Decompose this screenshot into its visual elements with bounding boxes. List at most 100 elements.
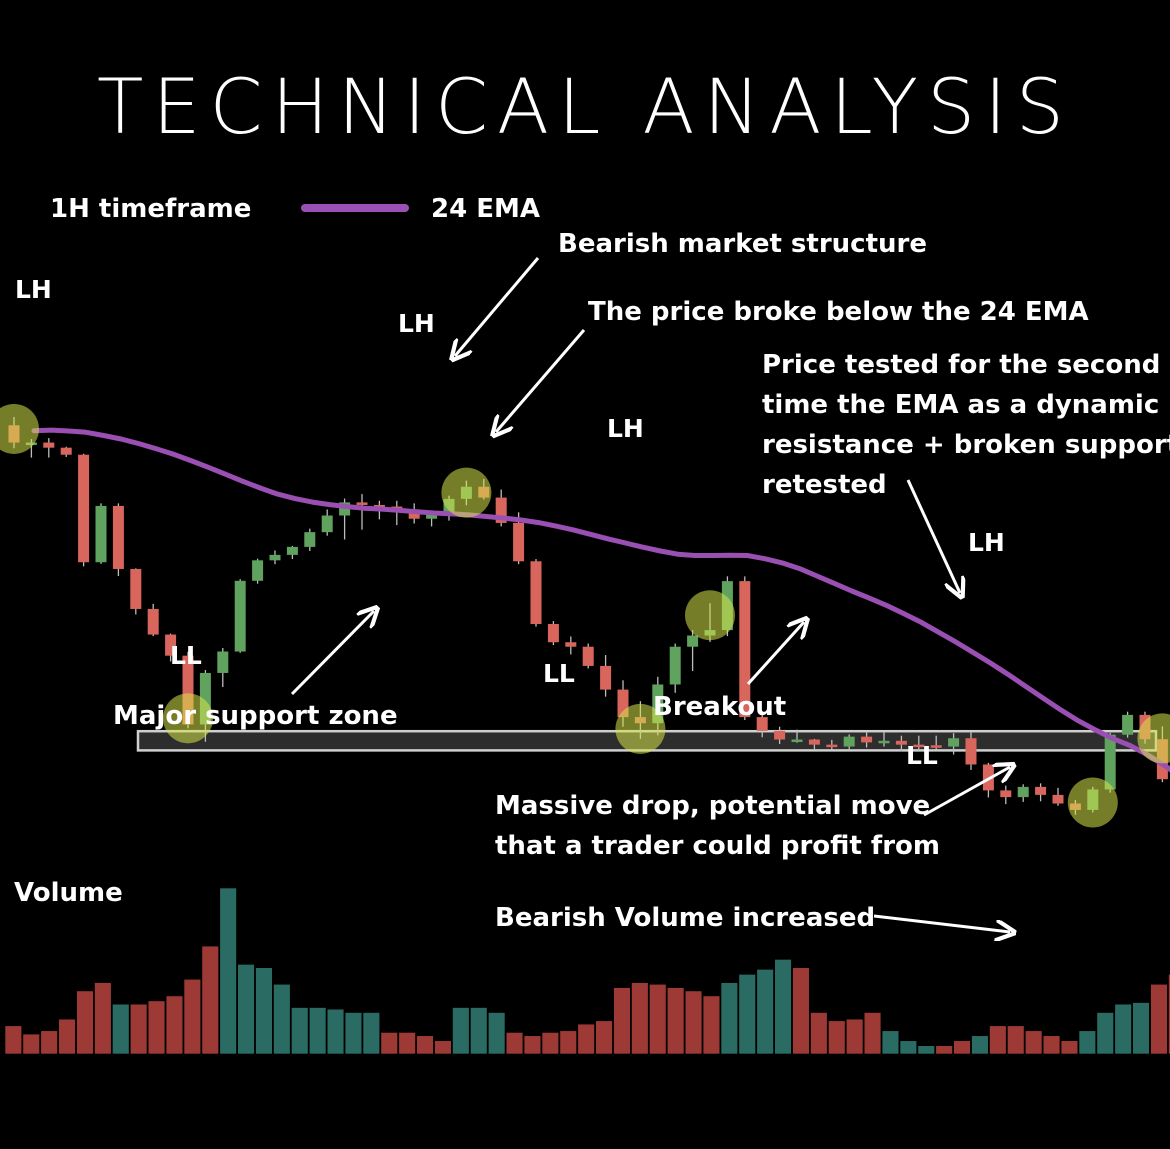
candle-body [234, 580, 246, 652]
candle-body [60, 447, 72, 455]
candle [843, 734, 855, 750]
volume-bar [702, 995, 721, 1055]
volume-bar [398, 1032, 416, 1055]
volume-bar [541, 1032, 560, 1055]
annotation-tested-4: retested [762, 470, 887, 500]
candle-body [617, 689, 629, 718]
swing-label-lh: LH [15, 275, 52, 304]
volume-bar [935, 1045, 953, 1055]
volume-bar [219, 887, 237, 1055]
candle [1122, 711, 1134, 738]
candle-body [826, 744, 838, 748]
volume-bar [470, 1007, 488, 1055]
candle-body [565, 642, 577, 647]
annotation-bearish-structure: Bearish market structure [558, 229, 927, 259]
volume-bar [989, 1025, 1007, 1055]
candle [217, 648, 229, 688]
candle-body [791, 739, 803, 743]
volume-bar [523, 1035, 542, 1055]
candle-body [304, 532, 316, 547]
candle-body [321, 515, 333, 533]
volume-bar [434, 1040, 452, 1055]
candle-body [1035, 786, 1047, 795]
candle-body [1104, 734, 1116, 790]
volume-bar [953, 1040, 971, 1055]
arrow-support-zone [290, 611, 374, 696]
candle-body [687, 635, 699, 647]
candle [930, 735, 942, 750]
timeframe-label: 1H timeframe [50, 194, 251, 224]
candle [774, 726, 786, 744]
volume-bar [845, 1018, 864, 1055]
candle-body [930, 745, 942, 748]
swing-highlight-lh [441, 467, 492, 518]
candle [861, 731, 873, 748]
candle [1052, 787, 1064, 806]
candle [304, 528, 316, 552]
candle [130, 568, 142, 615]
annotation-massive-drop-1: Massive drop, potential move [495, 791, 930, 821]
arrow-broke-below [496, 329, 586, 432]
volume-bar [1007, 1025, 1025, 1055]
volume-bar [1096, 1012, 1114, 1055]
volume-bar [4, 1025, 23, 1055]
annotation-broke-below: The price broke below the 24 EMA [588, 297, 1089, 327]
swing-highlight-ll [1067, 777, 1118, 828]
volume-bar [631, 982, 649, 1055]
candle-body [339, 502, 351, 516]
candle-body [286, 546, 298, 555]
candle-body [252, 560, 264, 581]
swing-highlight-ll [163, 693, 213, 744]
candle [547, 621, 559, 646]
volume-bar [1025, 1030, 1043, 1055]
volume-bar [147, 1000, 166, 1055]
candle [565, 636, 577, 655]
swing-highlight-lh [0, 403, 39, 454]
candle [669, 643, 681, 693]
annotation-support-zone: Major support zone [113, 701, 398, 731]
volume-bar [291, 1007, 309, 1055]
candle-body [217, 651, 229, 673]
candle-body [861, 736, 873, 743]
candle-body [756, 717, 768, 731]
annotation-bearish-volume: Bearish Volume increased [495, 903, 875, 933]
volume-bar [1042, 1035, 1061, 1055]
ema-legend-label: 24 EMA [431, 194, 540, 224]
volume-bar [917, 1045, 935, 1055]
volume-bar [112, 1003, 130, 1055]
swing-highlight-lh [1137, 713, 1170, 764]
candle-body [269, 554, 281, 561]
candle [756, 715, 768, 738]
volume-bar [165, 995, 184, 1055]
candle [600, 655, 612, 697]
swing-label-ll: LL [543, 659, 575, 688]
volume-bar [559, 1030, 577, 1055]
volume-bar [810, 1012, 828, 1055]
swing-label-ll: LL [170, 641, 202, 670]
candle-body [78, 454, 90, 563]
candle-body [182, 655, 194, 725]
candle-body [652, 684, 664, 724]
candle-body [95, 505, 107, 563]
volume-bar [362, 1012, 381, 1055]
candle [60, 446, 72, 457]
candle [78, 453, 90, 567]
swing-highlight-ll [615, 703, 666, 754]
candle-body [130, 568, 142, 609]
candle [582, 643, 594, 669]
candle-body [112, 505, 124, 569]
candle [948, 733, 960, 755]
volume-bar [595, 1020, 613, 1055]
candle-body [356, 502, 368, 505]
annotation-massive-drop-2: that a trader could profit from [495, 831, 940, 861]
volume-bar [58, 1018, 76, 1055]
candle [530, 559, 542, 627]
candle [739, 576, 751, 720]
candle-body [948, 738, 960, 747]
annotation-tested-3: resistance + broken support [762, 430, 1170, 460]
candle [165, 633, 177, 662]
candle [965, 732, 977, 770]
volume-bar [40, 1030, 58, 1055]
volume-bar [863, 1012, 882, 1055]
volume-bar [308, 1007, 327, 1055]
